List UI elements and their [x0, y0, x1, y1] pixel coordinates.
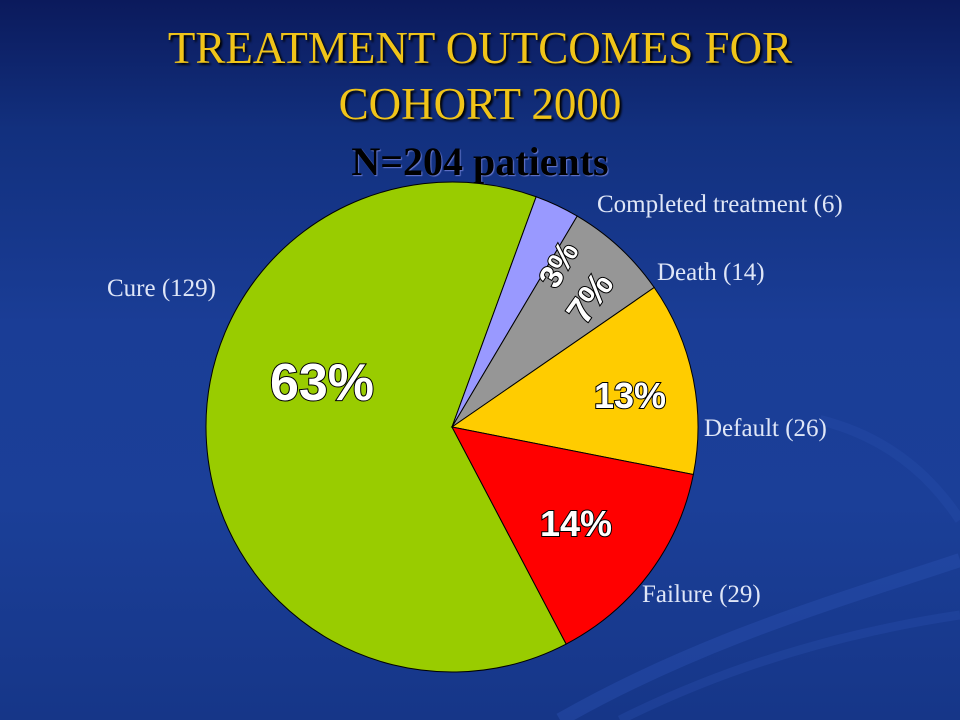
slide-title-line-2: COHORT 2000 — [338, 79, 622, 129]
pie-slice-default — [450, 286, 699, 476]
category-label-cure: Cure (129) — [107, 275, 216, 302]
category-label-death: Death (14) — [657, 259, 765, 286]
percent-label-default: 13% — [594, 375, 666, 416]
percent-labels: 63%3%7%13%14% — [269, 234, 667, 545]
category-label-completed: Completed treatment (6) — [597, 191, 843, 218]
pie-slice-cure — [205, 181, 567, 673]
percent-label-failure: 14% — [540, 503, 612, 544]
pie-slice-failure — [451, 426, 694, 645]
pie-slices — [205, 181, 699, 673]
category-label-default: Default (26) — [704, 415, 827, 442]
category-label-failure: Failure (29) — [642, 581, 761, 608]
slide-title-line-1: TREATMENT OUTCOMES FOR — [167, 23, 793, 73]
pie-slice-death — [451, 215, 655, 428]
slide-subtitle: N=204 patients — [351, 139, 609, 184]
percent-label-cure: 63% — [270, 354, 374, 412]
category-labels: Cure (129) Completed treatment (6) Death (… — [107, 191, 843, 608]
